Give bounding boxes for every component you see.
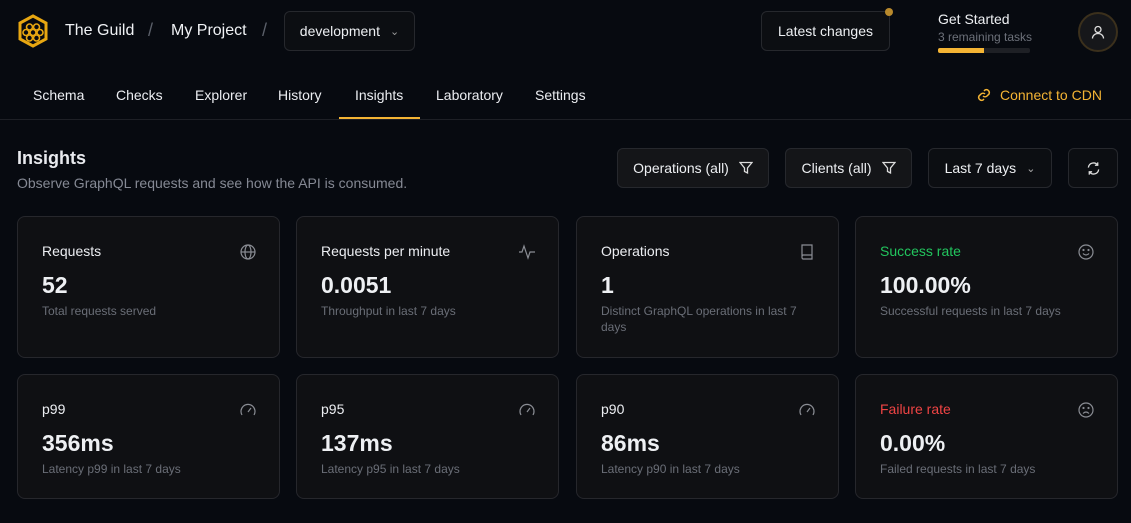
gauge-icon: [519, 403, 535, 416]
date-range-label: Last 7 days: [944, 160, 1017, 176]
breadcrumb-separator: /: [148, 20, 154, 40]
nav-divider: [0, 119, 1131, 120]
metric-title: p95: [321, 401, 345, 417]
tab-settings[interactable]: Settings: [535, 87, 586, 103]
metric-card: Operations 1 Distinct GraphQL operations…: [576, 216, 839, 358]
frown-icon: [1078, 402, 1094, 418]
date-range-select[interactable]: Last 7 days ⌄: [928, 148, 1052, 188]
smile-icon: [1078, 244, 1094, 260]
tab-checks[interactable]: Checks: [116, 87, 163, 103]
user-avatar-button[interactable]: [1078, 12, 1118, 52]
metric-description: Latency p99 in last 7 days: [42, 462, 181, 476]
connect-cdn-button[interactable]: Connect to CDN: [976, 87, 1102, 103]
metric-value: 100.00%: [880, 272, 971, 298]
operations-filter-label: Operations (all): [633, 160, 729, 176]
metric-description: Latency p95 in last 7 days: [321, 462, 460, 476]
metric-title: Requests: [42, 243, 102, 259]
target-label: development: [299, 23, 380, 39]
metric-title: Requests per minute: [321, 243, 451, 259]
latest-changes-button[interactable]: Latest changes: [761, 11, 890, 51]
metric-card: p95 137ms Latency p95 in last 7 days: [296, 374, 559, 499]
target-select[interactable]: development ⌄: [284, 11, 415, 51]
gauge-icon: [799, 403, 815, 416]
tab-schema[interactable]: Schema: [33, 87, 85, 103]
metric-title: p99: [42, 401, 66, 417]
metric-description: Throughput in last 7 days: [321, 304, 456, 318]
refresh-button[interactable]: [1068, 148, 1118, 188]
metric-value: 86ms: [601, 430, 660, 456]
metric-value: 137ms: [321, 430, 393, 456]
metric-title: Failure rate: [880, 401, 951, 417]
metric-description: Successful requests in last 7 days: [880, 304, 1061, 318]
metric-value: 0.00%: [880, 430, 946, 456]
tab-explorer[interactable]: Explorer: [195, 87, 248, 103]
get-started-widget[interactable]: Get Started 3 remaining tasks: [938, 11, 1032, 53]
metric-card: p90 86ms Latency p90 in last 7 days: [576, 374, 839, 499]
breadcrumb-org[interactable]: The Guild: [65, 22, 135, 39]
metric-value: 1: [601, 272, 614, 298]
metric-value: 356ms: [42, 430, 114, 456]
activity-icon: [519, 244, 535, 260]
metric-title: p90: [601, 401, 625, 417]
latest-changes-label: Latest changes: [778, 23, 873, 39]
breadcrumb-project[interactable]: My Project: [171, 22, 247, 39]
active-tab-indicator: [339, 117, 420, 119]
globe-icon: [240, 244, 256, 260]
filter-icon: [881, 161, 896, 175]
breadcrumb-separator: /: [262, 20, 268, 40]
metric-description: Distinct GraphQL operations in last 7 da…: [601, 304, 797, 334]
metric-card: Requests per minute 0.0051 Throughput in…: [296, 216, 559, 358]
filter-icon: [738, 161, 753, 175]
chevron-down-icon: ⌄: [1026, 162, 1036, 175]
metric-value: 52: [42, 272, 68, 298]
metric-title: Operations: [601, 243, 670, 259]
gauge-icon: [240, 403, 256, 416]
tab-laboratory[interactable]: Laboratory: [436, 87, 503, 103]
refresh-icon: [1087, 161, 1099, 175]
get-started-progress: [938, 48, 1030, 53]
metric-description: Latency p90 in last 7 days: [601, 462, 740, 476]
metric-description: Total requests served: [42, 304, 157, 318]
page-title: Insights: [17, 148, 87, 168]
page-subtitle: Observe GraphQL requests and see how the…: [17, 175, 408, 191]
clients-filter-label: Clients (all): [801, 160, 872, 176]
metric-value: 0.0051: [321, 272, 392, 298]
clients-filter[interactable]: Clients (all): [785, 148, 912, 188]
chevron-down-icon: ⌄: [389, 25, 400, 38]
metric-title: Success rate: [880, 243, 961, 259]
tab-history[interactable]: History: [278, 87, 322, 103]
metric-card: Success rate 100.00% Successful requests…: [855, 216, 1118, 358]
metric-card: Requests 52 Total requests served: [17, 216, 280, 358]
guild-logo-icon[interactable]: [16, 13, 50, 49]
notification-dot: [885, 8, 893, 16]
metric-card: p99 356ms Latency p99 in last 7 days: [17, 374, 280, 499]
operations-filter[interactable]: Operations (all): [617, 148, 769, 188]
link-icon: [977, 88, 991, 102]
user-icon: [1091, 25, 1105, 39]
metric-card: Failure rate 0.00% Failed requests in la…: [855, 374, 1118, 499]
book-icon: [801, 244, 813, 260]
tab-insights[interactable]: Insights: [355, 87, 404, 103]
get-started-title: Get Started: [938, 11, 1010, 27]
connect-cdn-label: Connect to CDN: [1000, 87, 1102, 103]
get-started-subtitle: 3 remaining tasks: [938, 30, 1033, 44]
metric-description: Failed requests in last 7 days: [880, 462, 1036, 476]
